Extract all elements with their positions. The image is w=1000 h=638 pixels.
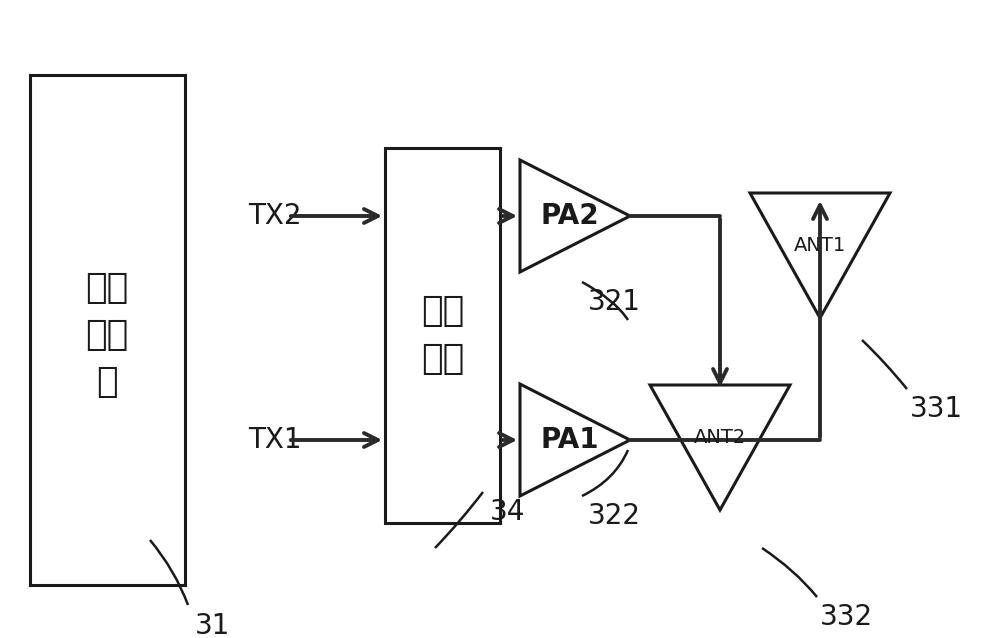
Text: TX1: TX1 [248,426,302,454]
Text: 321: 321 [588,288,641,316]
Text: 31: 31 [195,612,230,638]
Bar [30,75,185,585]
Bar [385,148,500,523]
Polygon shape [750,193,890,318]
Text: ANT1: ANT1 [794,236,846,255]
Text: PA2: PA2 [541,202,599,230]
Text: ANT2: ANT2 [694,428,746,447]
Text: 34: 34 [490,498,525,526]
Text: PA1: PA1 [541,426,599,454]
Polygon shape [520,160,630,272]
Text: TX2: TX2 [248,202,302,230]
Text: 322: 322 [588,502,641,530]
Polygon shape [650,385,790,510]
Text: 切换
开关: 切换 开关 [421,294,465,376]
Text: 射频
收发
器: 射频 收发 器 [85,271,129,399]
Text: 332: 332 [820,603,873,631]
Polygon shape [520,384,630,496]
Text: 331: 331 [910,395,963,423]
